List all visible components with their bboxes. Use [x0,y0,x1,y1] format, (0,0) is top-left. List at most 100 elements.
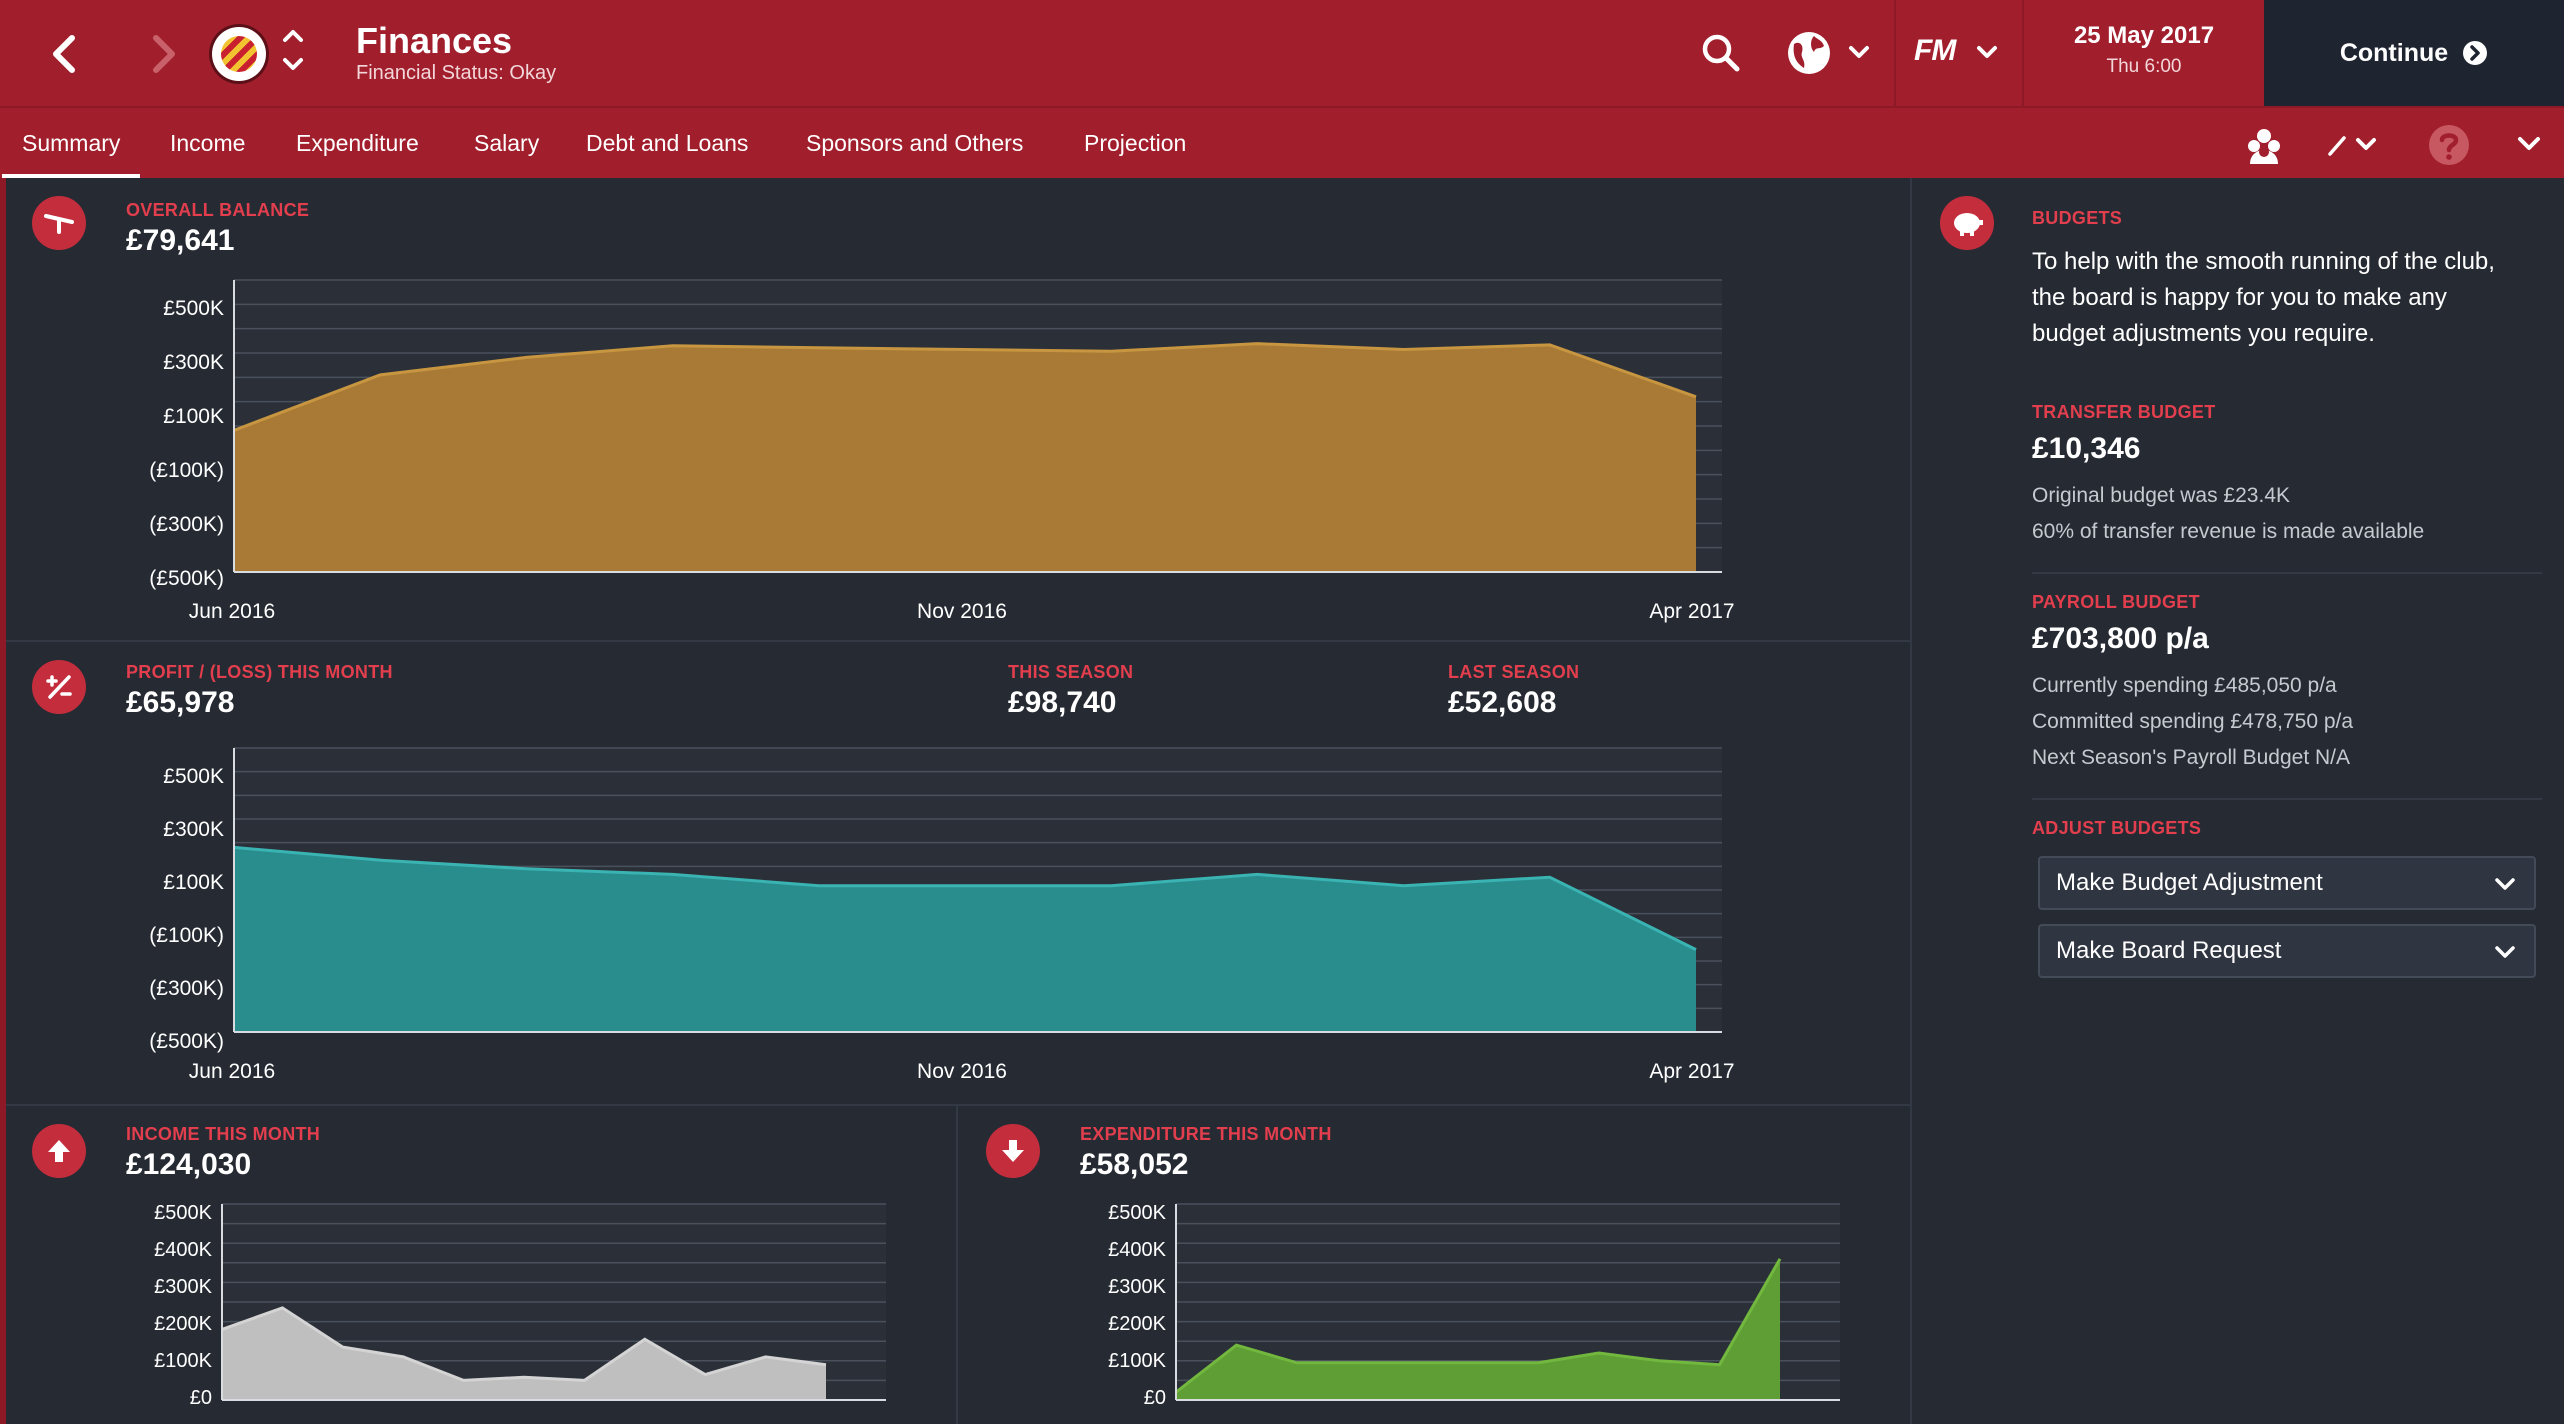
piggy-bank-icon [1940,196,1994,250]
tab-sponsors-and-others[interactable]: Sponsors and Others [806,130,1024,156]
continue-label: Continue [2339,38,2449,67]
chart-y-tick-label: £300K [163,351,224,374]
chart-x-tick-label: Nov 2016 [917,600,1007,623]
overall-balance-label: OVERALL BALANCE [126,200,310,220]
payroll-committed-note: Committed spending £478,750 p/a [2032,710,2354,733]
fm-menu-chevron-down-icon[interactable] [1976,44,1998,60]
chart-y-tick-label: (£100K) [149,924,224,947]
tab-salary[interactable]: Salary [474,130,540,156]
expenditure-down-arrow-icon [986,1124,1040,1178]
payroll-budget-value: £703,800 p/a [2032,622,2209,655]
payroll-budget-label: PAYROLL BUDGET [2032,592,2200,612]
chart-series-line [1175,1258,1782,1394]
chart-x-tick-label: Jun 2016 [189,600,275,623]
chart-y-tick-label: £0 [190,1387,212,1409]
continue-button[interactable]: Continue [2264,0,2564,106]
transfer-revenue-note: 60% of transfer revenue is made availabl… [2032,520,2425,543]
chart-y-tick-label: £500K [154,1202,212,1224]
top-bar: Finances Financial Status: Okay FM 25 Ma… [0,0,2564,106]
chart-y-tick-label: £500K [1108,1202,1166,1224]
club-badge-icon[interactable] [212,27,266,81]
club-switch-chevrons-icon[interactable] [280,26,306,76]
chart-y-tick-label: (£500K) [149,1030,224,1053]
make-budget-adjustment-label: Make Budget Adjustment [2056,869,2323,896]
left-edge-accent [0,178,6,1424]
income-chart: £500K £400K £300K £200K £100K £0 [154,1202,886,1409]
chart-y-tick-label: £300K [163,818,224,841]
tab-bar: Summary Income Expenditure Salary Debt a… [0,106,2564,178]
expenditure-label: EXPENDITURE THIS MONTH [1080,1124,1332,1144]
right-panel-divider [2032,798,2542,800]
header-divider [2022,0,2024,106]
chart-y-tick-label: £100K [163,871,224,894]
make-board-request-dropdown[interactable]: Make Board Request [2038,924,2536,978]
overall-balance-value: £79,641 [126,224,235,257]
this-season-label: THIS SEASON [1008,662,1134,682]
chart-y-tick-label: £300K [154,1276,212,1298]
tab-income[interactable]: Income [170,130,246,156]
chart-area-series [234,847,1696,1032]
chart-y-tick-label: (£500K) [149,567,224,590]
options-chevron-down-icon[interactable] [2516,134,2542,154]
globe-icon[interactable] [1786,30,1832,76]
tab-debt-and-loans[interactable]: Debt and Loans [586,130,749,156]
overall-balance-chart: £500K £300K £100K (£100K) (£300K) (£500K) Jun … [149,279,1735,623]
current-time: Thu 6:00 [2106,56,2182,77]
right-panel-divider [2032,572,2542,574]
chart-y-tick-label: £500K [163,765,224,788]
globe-chevron-down-icon[interactable] [1848,44,1870,60]
chart-y-tick-label: (£300K) [149,977,224,1000]
tab-projection[interactable]: Projection [1084,130,1187,156]
chart-y-tick-label: £100K [163,405,224,428]
forward-arrow-icon[interactable] [136,26,192,82]
make-budget-adjustment-dropdown[interactable]: Make Budget Adjustment [2038,856,2536,910]
transfer-budget-value: £10,346 [2032,432,2141,465]
date-display: 25 May 2017 Thu 6:00 [2024,0,2264,106]
panel-divider [6,640,1910,642]
chart-y-tick-label: £200K [154,1313,212,1335]
chart-y-tick-label: £300K [1108,1276,1166,1298]
chart-area-series [222,1307,826,1400]
chart-x-tick-label: Apr 2017 [1649,1060,1734,1083]
edit-pencil-icon[interactable] [2326,130,2382,160]
chart-x-tick-label: Nov 2016 [917,1060,1007,1083]
chevron-down-icon [2495,946,2515,958]
chart-series-line [233,342,1697,432]
payroll-current-note: Currently spending £485,050 p/a [2032,674,2337,697]
search-icon[interactable] [1700,32,1742,74]
payroll-next-season-note: Next Season's Payroll Budget N/A [2032,746,2351,769]
chart-y-tick-label: (£300K) [149,513,224,536]
income-label: INCOME THIS MONTH [126,1124,321,1144]
financial-status: Financial Status: Okay [356,62,557,84]
chart-area-series [1176,1258,1780,1400]
current-date: 25 May 2017 [2073,22,2215,49]
adjust-budgets-label: ADJUST BUDGETS [2032,818,2202,838]
back-arrow-icon[interactable] [36,26,92,82]
income-up-arrow-icon [32,1124,86,1178]
profit-percent-icon [32,660,86,714]
chart-y-tick-label: £500K [163,297,224,320]
fm-logo[interactable]: FM [1914,34,1956,67]
chart-area-series [234,343,1696,572]
transfer-original-note: Original budget was £23.4K [2032,484,2290,507]
chart-y-tick-label: £200K [1108,1313,1166,1335]
transfer-budget-label: TRANSFER BUDGET [2032,402,2216,422]
last-season-value: £52,608 [1448,686,1557,719]
help-icon[interactable] [2428,124,2470,166]
panel-divider [956,1104,958,1424]
panel-divider [6,1104,1910,1106]
this-season-value: £98,740 [1008,686,1117,719]
staff-icon[interactable] [2244,126,2284,166]
chart-y-tick-label: £400K [154,1239,212,1261]
tab-expenditure[interactable]: Expenditure [296,130,419,156]
chart-y-tick-label: (£100K) [149,459,224,482]
chart-series-line [233,845,1697,951]
last-season-label: LAST SEASON [1448,662,1580,682]
page-title: Finances [356,20,513,61]
panel-divider [1910,178,1912,1424]
chart-y-tick-label: £400K [1108,1239,1166,1261]
chart-y-tick-label: £100K [1108,1350,1166,1372]
expenditure-value: £58,052 [1080,1148,1189,1181]
tab-summary[interactable]: Summary [1,108,141,178]
chevron-down-icon [2495,878,2515,890]
